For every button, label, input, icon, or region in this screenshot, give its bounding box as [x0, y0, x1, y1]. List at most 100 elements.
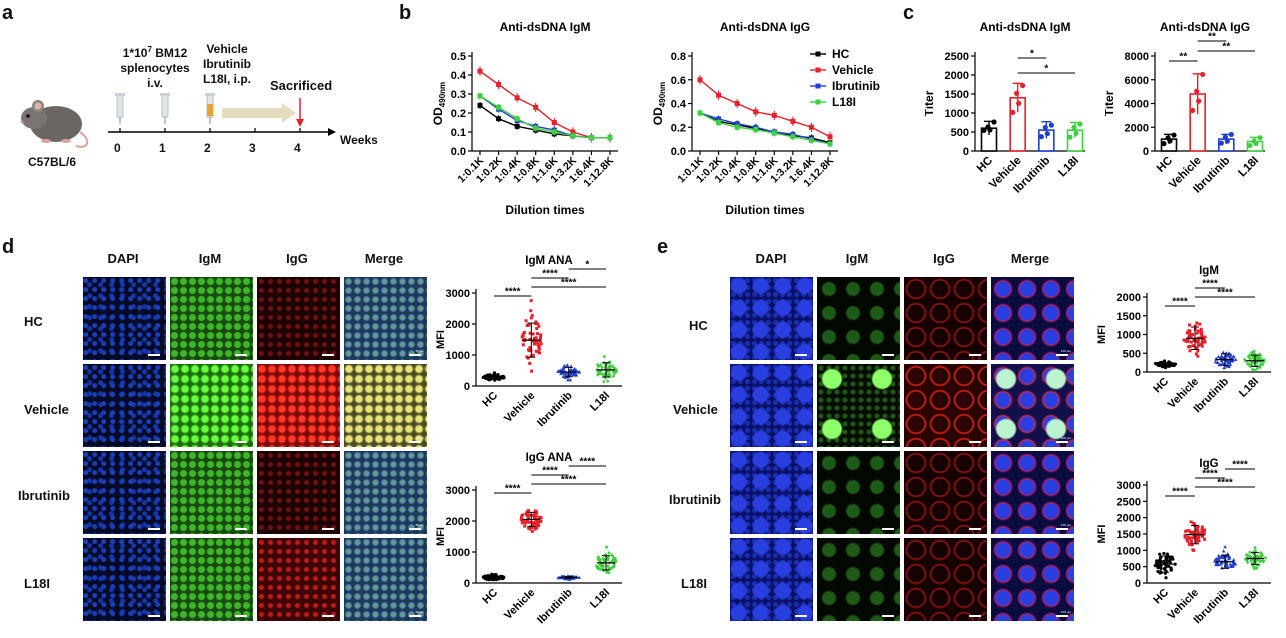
- data-point: [1202, 532, 1206, 536]
- data-point: [1194, 540, 1198, 544]
- data-point: [1162, 551, 1166, 556]
- data-point: [1203, 528, 1207, 532]
- data-point: [716, 116, 722, 122]
- data-point: [1038, 134, 1044, 140]
- significance-label: ****: [1232, 460, 1248, 471]
- data-point: [1020, 82, 1026, 89]
- data-point: [1187, 345, 1191, 349]
- y-axis-label: OD490nm: [431, 82, 447, 125]
- data-point: [1220, 361, 1225, 365]
- significance-label: ****: [1202, 469, 1218, 480]
- x-tick-label-L18I: L18I: [1237, 376, 1261, 400]
- y-axis-label: MFI: [435, 527, 447, 546]
- data-point: [528, 513, 532, 517]
- data-point: [697, 77, 703, 83]
- data-point: [1195, 331, 1199, 335]
- micrograph-ibrutinib-igg: [257, 451, 340, 534]
- data-point: [1185, 529, 1189, 533]
- data-point: [520, 335, 524, 339]
- data-point: [538, 339, 542, 343]
- scale-bar: [969, 615, 981, 617]
- data-point: [531, 353, 535, 357]
- week-3: 3: [249, 141, 256, 155]
- scale-bar: [235, 354, 247, 356]
- data-point: [1203, 335, 1207, 339]
- scale-bar: [148, 354, 160, 356]
- data-point: [532, 516, 536, 520]
- data-point: [534, 336, 538, 340]
- data-point: [528, 361, 532, 365]
- data-point: [535, 340, 539, 344]
- data-point: [1194, 88, 1200, 94]
- data-point: [790, 134, 796, 140]
- data-point: [533, 521, 537, 525]
- data-point: [1224, 561, 1229, 565]
- data-point: [566, 377, 570, 382]
- data-point: [536, 343, 540, 347]
- data-point: [1200, 525, 1204, 529]
- panel-label-c: c: [903, 2, 915, 24]
- data-point: [537, 345, 541, 349]
- data-point: [1262, 559, 1266, 564]
- data-point: [1225, 353, 1229, 358]
- data-point: [1186, 338, 1190, 342]
- x-tick-label-Vehicle: Vehicle: [502, 587, 537, 622]
- data-point: [827, 141, 833, 147]
- legend-label-HC: HC: [832, 47, 850, 61]
- panel-d-microscopy: DAPI IgM IgG Merge HC Vehicle Ibrutinib …: [0, 240, 430, 638]
- y-tick-label: 500: [951, 127, 969, 139]
- data-point: [1200, 71, 1206, 78]
- data-point: [1253, 545, 1257, 550]
- y-axis-label: Titer: [925, 90, 936, 116]
- data-point: [598, 557, 602, 562]
- data-point: [1227, 555, 1232, 559]
- data-point: [1186, 539, 1190, 543]
- data-point: [502, 375, 506, 380]
- data-point: [486, 574, 490, 578]
- data-point: [1185, 331, 1189, 335]
- y-tick-label: 500: [1123, 562, 1141, 574]
- data-point: [1161, 141, 1167, 147]
- micrograph-hc-igm: [170, 277, 253, 360]
- y-tick-label: 1500: [1117, 529, 1141, 541]
- micrograph-ibrutinib-dapi: [730, 451, 813, 534]
- panel-label-b: b: [399, 2, 412, 24]
- y-tick-label: 0.4: [451, 70, 467, 82]
- data-point: [1251, 138, 1257, 144]
- data-point: [1168, 555, 1172, 559]
- data-point: [1191, 344, 1195, 348]
- data-point: [1227, 364, 1231, 369]
- y-tick-label: 3000: [446, 485, 470, 497]
- y-tick-label: 2000: [446, 319, 470, 331]
- data-point: [734, 101, 740, 106]
- data-point: [1190, 107, 1196, 114]
- data-point: [596, 555, 600, 560]
- data-point: [1190, 540, 1194, 544]
- data-point: [539, 333, 543, 337]
- data-point: [716, 92, 722, 98]
- data-point: [1247, 142, 1253, 149]
- data-point: [1248, 550, 1252, 555]
- data-point: [1071, 124, 1077, 131]
- chart-title: IgG ANA: [526, 452, 573, 464]
- data-point: [1219, 354, 1224, 358]
- sacrificed-label: Sacrificed: [270, 78, 333, 93]
- y-tick-label: 1000: [1117, 545, 1141, 557]
- y-tick-label: 1500: [1117, 311, 1141, 323]
- data-point: [523, 339, 527, 343]
- y-tick-label: 3000: [446, 288, 470, 300]
- micrograph-vehicle-igm: [817, 364, 900, 447]
- row-label-hc: HC: [689, 318, 708, 333]
- data-point: [606, 555, 611, 560]
- y-tick-label: 0: [963, 146, 969, 158]
- data-point: [1200, 529, 1204, 533]
- data-point: [522, 330, 526, 334]
- data-point: [536, 322, 540, 326]
- data-point: [521, 343, 525, 347]
- legend-label-L18I: L18I: [832, 95, 856, 109]
- row-label-vehicle: Vehicle: [673, 402, 718, 417]
- x-tick-label-HC: HC: [480, 390, 500, 410]
- data-point: [753, 127, 759, 133]
- mouse-strain-label: C57BL/6: [28, 155, 77, 169]
- data-point: [1197, 531, 1201, 535]
